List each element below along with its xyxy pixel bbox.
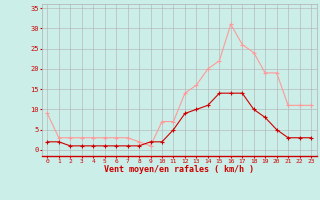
X-axis label: Vent moyen/en rafales ( km/h ): Vent moyen/en rafales ( km/h ) xyxy=(104,165,254,174)
